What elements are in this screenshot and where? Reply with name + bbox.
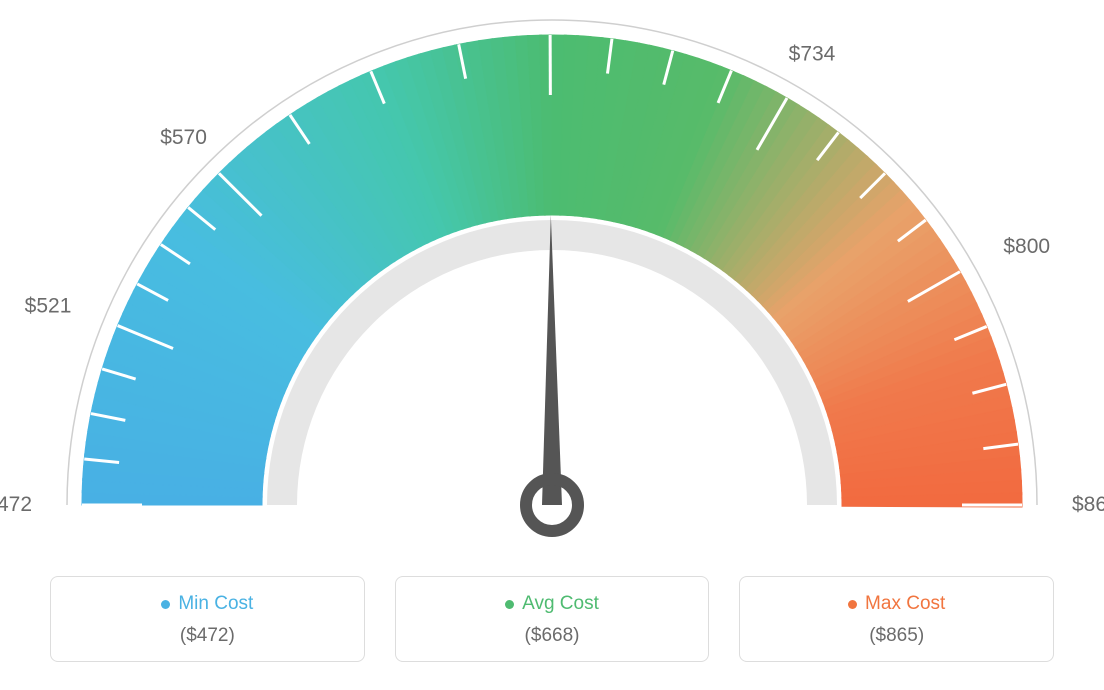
tick-label: $472 (0, 493, 32, 516)
gauge-svg: $472$521$570$668$734$800$865 (0, 0, 1104, 560)
legend-min-title: Min Cost (161, 593, 253, 615)
legend-avg-label: Avg Cost (522, 593, 599, 615)
legend-min-value: ($472) (51, 625, 364, 647)
legend-avg-box: Avg Cost ($668) (395, 576, 710, 662)
tick-label: $800 (1003, 235, 1050, 258)
legend-max-box: Max Cost ($865) (739, 576, 1054, 662)
tick-label: $865 (1072, 493, 1104, 516)
dot-icon (161, 600, 170, 609)
legend: Min Cost ($472) Avg Cost ($668) Max Cost… (50, 576, 1054, 662)
needle (542, 215, 562, 505)
dot-icon (848, 600, 857, 609)
legend-avg-title: Avg Cost (505, 593, 599, 615)
legend-max-value: ($865) (740, 625, 1053, 647)
legend-max-title: Max Cost (848, 593, 945, 615)
cost-gauge-chart: $472$521$570$668$734$800$865 Min Cost ($… (0, 0, 1104, 690)
tick-label: $521 (25, 294, 72, 317)
dot-icon (505, 600, 514, 609)
legend-avg-value: ($668) (396, 625, 709, 647)
tick-label: $734 (789, 43, 836, 66)
tick-label: $570 (160, 126, 207, 149)
legend-max-label: Max Cost (865, 593, 945, 615)
legend-min-box: Min Cost ($472) (50, 576, 365, 662)
legend-min-label: Min Cost (178, 593, 253, 615)
gauge-area: $472$521$570$668$734$800$865 (0, 0, 1104, 560)
